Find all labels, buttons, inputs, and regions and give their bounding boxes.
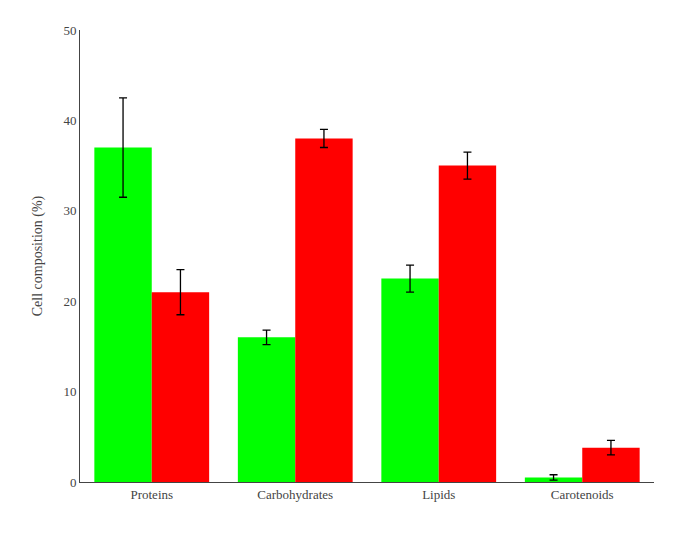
svg-text:Carotenoids: Carotenoids bbox=[551, 487, 614, 502]
svg-text:40: 40 bbox=[63, 113, 76, 128]
svg-text:20: 20 bbox=[63, 294, 76, 309]
svg-text:0: 0 bbox=[70, 475, 77, 490]
svg-text:30: 30 bbox=[63, 203, 76, 218]
svg-text:Lipids: Lipids bbox=[422, 487, 455, 502]
svg-text:10: 10 bbox=[63, 384, 76, 399]
svg-text:Carbohydrates: Carbohydrates bbox=[257, 487, 333, 502]
svg-text:Proteins: Proteins bbox=[130, 487, 173, 502]
svg-text:Cell composition (%): Cell composition (%) bbox=[30, 195, 46, 316]
svg-text:50: 50 bbox=[63, 23, 76, 38]
